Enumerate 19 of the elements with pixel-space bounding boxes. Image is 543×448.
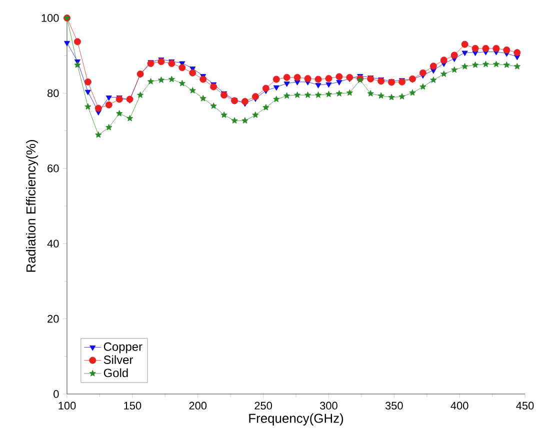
legend-label: Silver: [104, 355, 134, 364]
x-tick-label: 250: [254, 402, 272, 410]
x-tick-label: 100: [58, 402, 76, 410]
x-tick-label: 200: [189, 402, 207, 410]
y-tick-label: 0: [54, 390, 59, 398]
y-tick-label: 40: [47, 240, 59, 248]
x-tick-label: 300: [320, 402, 338, 410]
legend-label: Copper: [104, 342, 142, 354]
y-axis-title: Radiation Efficiency(%): [26, 140, 38, 272]
x-tick-label: 450: [516, 402, 534, 410]
x-tick-label: 150: [124, 402, 142, 410]
x-axis-title: Frequency(GHz): [249, 413, 344, 426]
y-tick-label: 100: [42, 14, 59, 22]
y-tick-label: 60: [48, 164, 59, 172]
y-tick-label: 20: [48, 314, 59, 323]
y-tick-label: 80: [48, 89, 59, 98]
legend-label: Gold: [104, 368, 128, 378]
x-tick-label: 350: [385, 402, 403, 410]
x-tick-label: 400: [450, 402, 468, 410]
